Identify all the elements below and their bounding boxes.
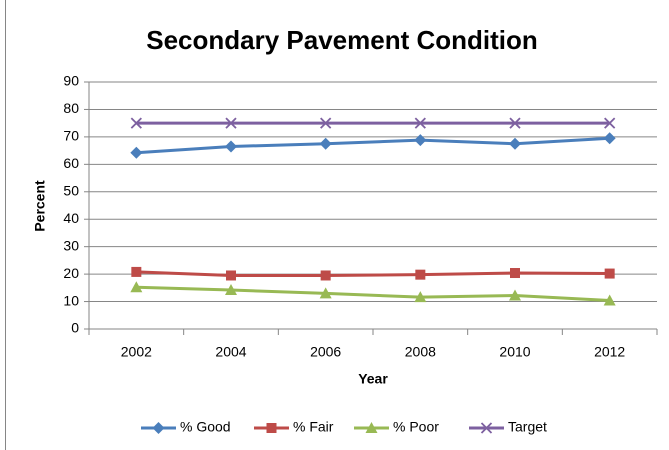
line <box>136 270 610 277</box>
marker <box>603 294 616 306</box>
marker <box>225 117 237 129</box>
marker <box>509 137 521 150</box>
marker <box>225 140 237 153</box>
marker <box>130 117 142 129</box>
x-tick-label: 2012 <box>594 344 625 360</box>
y-tick-label: 70 <box>63 128 79 144</box>
legend-marker <box>266 423 277 433</box>
legend-label: % Poor <box>393 419 439 435</box>
y-tick-label: 50 <box>63 182 79 198</box>
marker <box>225 284 237 296</box>
legend-label: Target <box>508 419 547 435</box>
marker <box>509 117 521 129</box>
marker <box>320 117 332 129</box>
x-tick-label: 2006 <box>310 344 341 360</box>
marker <box>130 146 143 159</box>
x-tick-label: 2010 <box>499 344 530 360</box>
marker <box>604 117 616 129</box>
legend-label: % Good <box>180 419 231 435</box>
marker <box>414 291 427 303</box>
y-tick-label: 40 <box>63 210 79 226</box>
marker <box>414 134 427 147</box>
marker <box>226 270 236 281</box>
x-tick-label: 2002 <box>121 344 152 360</box>
y-tick-label: 30 <box>63 237 79 253</box>
chart-frame <box>5 0 669 450</box>
marker <box>131 266 142 277</box>
marker <box>415 269 426 280</box>
y-tick-label: 90 <box>63 73 79 89</box>
line <box>136 285 610 302</box>
x-axis-title: Year <box>358 371 388 387</box>
marker <box>604 268 615 279</box>
y-tick-label: 10 <box>63 292 79 308</box>
marker <box>319 287 332 299</box>
legend-marker <box>152 422 165 434</box>
y-tick-label: 0 <box>71 320 79 336</box>
marker <box>414 117 426 129</box>
marker <box>320 270 331 281</box>
x-tick-label: 2008 <box>405 344 436 360</box>
chart-title: Secondary Pavement Condition <box>146 25 538 55</box>
x-tick-label: 2004 <box>215 344 246 360</box>
marker <box>130 281 143 293</box>
marker <box>319 137 332 150</box>
marker <box>603 132 616 145</box>
y-tick-label: 20 <box>63 265 79 281</box>
y-tick-label: 80 <box>63 100 79 116</box>
y-axis-title: Percent <box>32 180 48 232</box>
legend-marker <box>480 422 493 434</box>
y-tick-label: 60 <box>63 155 79 171</box>
marker <box>509 289 521 301</box>
marker <box>510 268 520 279</box>
line <box>136 136 610 155</box>
legend-marker <box>365 422 378 433</box>
legend-label: % Fair <box>293 419 334 435</box>
